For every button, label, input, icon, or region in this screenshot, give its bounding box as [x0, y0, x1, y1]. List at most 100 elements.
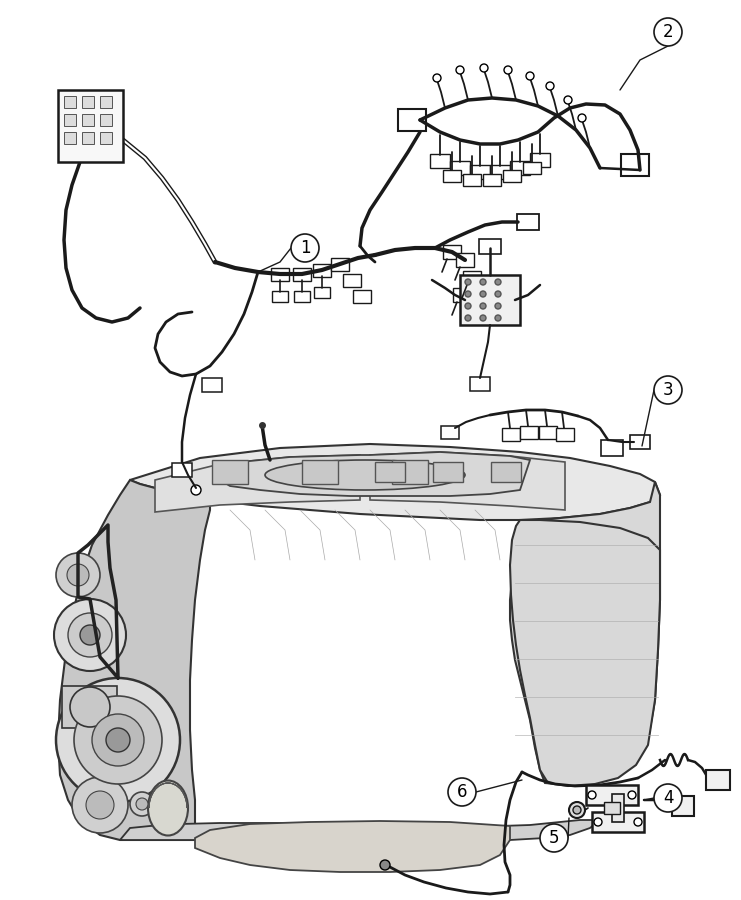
- Bar: [62, 686, 117, 728]
- Text: 4: 4: [662, 789, 674, 807]
- Bar: [64, 132, 76, 144]
- Ellipse shape: [265, 460, 465, 490]
- Circle shape: [67, 564, 89, 586]
- Text: 6: 6: [456, 783, 468, 801]
- Bar: [510, 161, 530, 175]
- Circle shape: [92, 714, 144, 766]
- Bar: [271, 267, 289, 281]
- Bar: [331, 257, 349, 271]
- Bar: [441, 426, 459, 438]
- Bar: [490, 165, 510, 179]
- Bar: [172, 463, 192, 477]
- Polygon shape: [120, 820, 600, 840]
- Bar: [470, 377, 490, 391]
- Circle shape: [480, 291, 486, 297]
- Circle shape: [70, 687, 110, 727]
- Circle shape: [569, 802, 585, 818]
- Text: 5: 5: [549, 829, 559, 847]
- Bar: [343, 274, 361, 286]
- Circle shape: [86, 791, 114, 819]
- Bar: [706, 770, 730, 790]
- Circle shape: [628, 791, 636, 799]
- Polygon shape: [130, 444, 660, 520]
- Circle shape: [136, 798, 148, 810]
- Circle shape: [654, 784, 682, 812]
- Bar: [556, 428, 574, 440]
- Bar: [272, 291, 288, 302]
- Bar: [433, 462, 463, 482]
- Circle shape: [480, 315, 486, 321]
- Bar: [672, 796, 694, 816]
- Bar: [202, 378, 222, 392]
- Circle shape: [448, 778, 476, 806]
- Circle shape: [495, 315, 501, 321]
- Circle shape: [480, 64, 488, 72]
- Bar: [630, 435, 650, 449]
- Circle shape: [540, 824, 568, 852]
- Bar: [100, 96, 112, 108]
- Text: 1: 1: [299, 239, 310, 257]
- Bar: [443, 245, 461, 259]
- Circle shape: [191, 485, 201, 495]
- Circle shape: [654, 376, 682, 404]
- Bar: [443, 170, 461, 182]
- Circle shape: [564, 96, 572, 104]
- Bar: [64, 114, 76, 126]
- Circle shape: [56, 678, 180, 802]
- Circle shape: [495, 291, 501, 297]
- Circle shape: [56, 553, 100, 597]
- Bar: [523, 162, 541, 174]
- Circle shape: [594, 818, 602, 826]
- Bar: [313, 264, 331, 276]
- Bar: [463, 174, 481, 186]
- Polygon shape: [510, 482, 660, 785]
- Bar: [483, 174, 501, 186]
- Polygon shape: [195, 821, 510, 872]
- Circle shape: [54, 599, 126, 671]
- Text: 2: 2: [662, 23, 674, 41]
- Circle shape: [72, 777, 128, 833]
- Circle shape: [546, 82, 554, 90]
- Bar: [601, 440, 623, 456]
- Circle shape: [578, 114, 586, 122]
- Circle shape: [80, 625, 100, 645]
- Circle shape: [654, 18, 682, 46]
- Text: 3: 3: [662, 381, 674, 399]
- Circle shape: [433, 74, 441, 82]
- Circle shape: [465, 303, 471, 309]
- Circle shape: [456, 66, 464, 74]
- Bar: [491, 462, 521, 482]
- Bar: [503, 170, 521, 182]
- Circle shape: [68, 613, 112, 657]
- Circle shape: [634, 818, 642, 826]
- Bar: [212, 460, 248, 484]
- Circle shape: [465, 315, 471, 321]
- Circle shape: [465, 291, 471, 297]
- Circle shape: [465, 279, 471, 285]
- Bar: [353, 290, 371, 302]
- Bar: [100, 132, 112, 144]
- Bar: [456, 253, 474, 267]
- Polygon shape: [220, 452, 530, 496]
- Bar: [604, 802, 620, 814]
- Bar: [100, 114, 112, 126]
- Bar: [530, 153, 550, 167]
- Bar: [82, 114, 94, 126]
- Circle shape: [380, 860, 390, 870]
- Circle shape: [106, 728, 130, 752]
- Circle shape: [130, 792, 154, 816]
- Polygon shape: [370, 452, 565, 510]
- Circle shape: [291, 234, 319, 262]
- Bar: [539, 426, 557, 438]
- Bar: [375, 462, 405, 482]
- Bar: [398, 109, 426, 131]
- Polygon shape: [155, 455, 360, 512]
- Bar: [58, 90, 123, 162]
- Bar: [592, 812, 644, 832]
- Polygon shape: [58, 480, 210, 840]
- Bar: [502, 428, 520, 440]
- Ellipse shape: [148, 780, 188, 835]
- Bar: [450, 161, 470, 175]
- Bar: [586, 785, 638, 805]
- Bar: [517, 214, 539, 230]
